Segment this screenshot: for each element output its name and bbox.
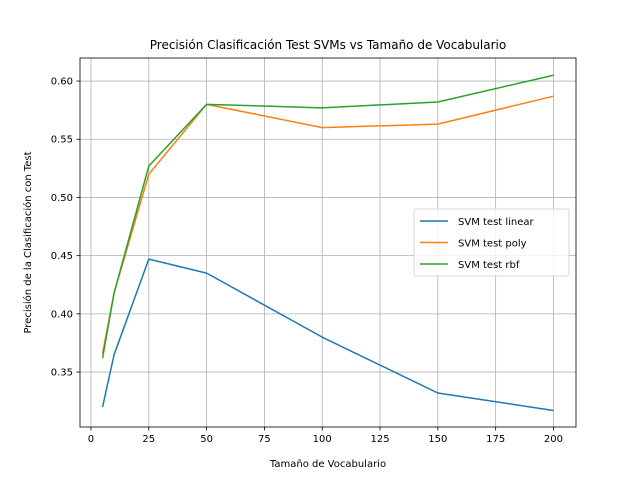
- x-axis-label: Tamaño de Vocabulario: [269, 459, 386, 470]
- legend-box: [413, 208, 570, 277]
- legend: SVM test linear SVM test poly SVM test rbf: [413, 208, 570, 277]
- x-tick-label: 125: [370, 434, 389, 445]
- plot-frame: [79, 57, 577, 428]
- chart-title: Precisión Clasificación Test SVMs vs Tam…: [150, 38, 506, 52]
- series-line-1: [101, 258, 554, 412]
- ticks: 0 25 50 75 100 125 150 175 200 0.35 0.40 0.45 0.50 0.…: [51, 77, 563, 445]
- x-tick-label: 0: [88, 434, 94, 445]
- x-tick-label: 50: [200, 434, 213, 445]
- y-tick-label: 0.50: [51, 193, 73, 204]
- series-lines: [101, 74, 554, 412]
- x-tick-label: 100: [313, 434, 332, 445]
- x-tick-label: 200: [544, 434, 563, 445]
- y-axis-label: Precisión de la Clasificación con Test: [22, 151, 34, 333]
- y-tick-label: 0.55: [51, 135, 73, 146]
- legend-label: SVM test rbf: [458, 260, 520, 271]
- legend-label: SVM test linear: [458, 217, 535, 228]
- y-tick-label: 0.45: [51, 251, 73, 262]
- series-line-3: [101, 74, 554, 359]
- x-tick-label: 25: [142, 434, 155, 445]
- x-tick-label: 175: [486, 434, 505, 445]
- grid: [80, 58, 576, 427]
- legend-label: SVM test poly: [458, 239, 527, 250]
- x-tick-label: 75: [258, 434, 271, 445]
- x-tick-label: 150: [428, 434, 447, 445]
- y-tick-label: 0.40: [51, 309, 73, 320]
- y-tick-label: 0.35: [51, 368, 73, 379]
- y-tick-label: 0.60: [51, 77, 73, 88]
